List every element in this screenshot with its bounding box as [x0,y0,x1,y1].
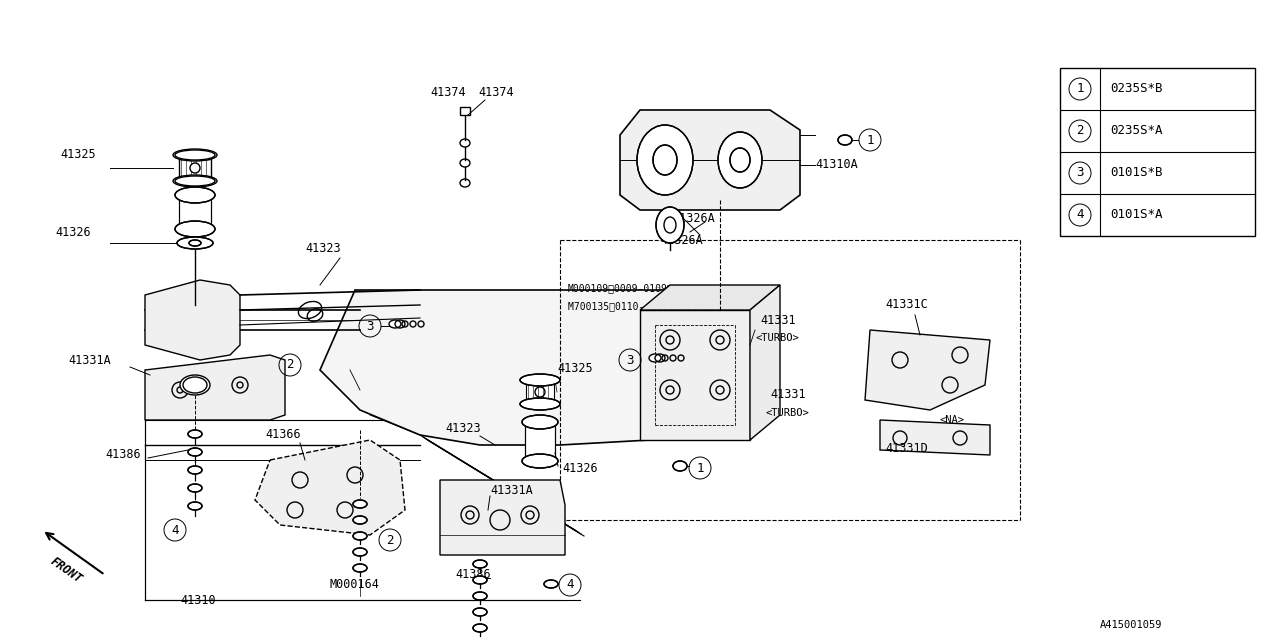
Ellipse shape [718,132,762,188]
Text: 41331C: 41331C [884,298,928,312]
Ellipse shape [730,148,750,172]
Ellipse shape [522,454,558,468]
Ellipse shape [353,548,367,556]
Bar [179,159,211,181]
Text: 3: 3 [1076,166,1084,179]
Text: 41310: 41310 [180,593,215,607]
Ellipse shape [175,187,215,203]
Ellipse shape [353,516,367,524]
Text: A415001059: A415001059 [1100,620,1162,630]
Text: 41310A: 41310A [815,159,858,172]
Text: 41325: 41325 [557,362,593,374]
Text: 41331A: 41331A [490,483,532,497]
Polygon shape [145,280,241,360]
Text: 0101S*B: 0101S*B [1110,166,1162,179]
Ellipse shape [188,466,202,474]
Ellipse shape [353,564,367,572]
Polygon shape [255,440,404,535]
Polygon shape [640,310,750,440]
Ellipse shape [188,448,202,456]
Text: 41326: 41326 [562,461,598,474]
Text: 41386: 41386 [105,449,141,461]
Text: M000109〈0009-0109〉: M000109〈0009-0109〉 [568,283,673,293]
Text: 41325: 41325 [60,148,96,161]
Text: 0101S*A: 0101S*A [1110,209,1162,221]
Ellipse shape [353,500,367,508]
Ellipse shape [180,375,210,395]
Polygon shape [640,285,780,310]
Bar [526,384,554,404]
Text: 1: 1 [867,134,874,147]
Text: 1: 1 [696,461,704,474]
Ellipse shape [520,374,561,386]
Text: 4: 4 [172,524,179,536]
Ellipse shape [544,580,558,588]
Ellipse shape [838,135,852,145]
Ellipse shape [175,221,215,237]
Ellipse shape [653,145,677,175]
Ellipse shape [649,354,660,362]
Text: 41386: 41386 [454,568,490,582]
Text: 41326A: 41326A [672,211,714,225]
Ellipse shape [522,415,558,429]
Ellipse shape [657,207,684,243]
Ellipse shape [189,240,201,246]
Ellipse shape [474,560,486,568]
Ellipse shape [188,502,202,510]
Text: 0235S*A: 0235S*A [1110,125,1162,138]
Text: 41326: 41326 [55,227,91,239]
Text: 2: 2 [1076,125,1084,138]
Text: 41331: 41331 [760,314,796,326]
Polygon shape [881,420,989,455]
Text: 1: 1 [1076,83,1084,95]
Text: <TURBO>: <TURBO> [765,408,809,418]
Ellipse shape [353,532,367,540]
Ellipse shape [177,237,212,249]
Text: 41331A: 41331A [68,353,111,367]
Ellipse shape [389,320,401,328]
Text: 41331D: 41331D [884,442,928,454]
Text: FRONT: FRONT [49,555,84,586]
Polygon shape [320,290,760,445]
Ellipse shape [474,576,486,584]
Text: 41366: 41366 [265,429,301,442]
Ellipse shape [474,592,486,600]
Bar [179,199,211,229]
Text: 4: 4 [566,579,573,591]
Polygon shape [750,285,780,440]
Text: 2: 2 [387,534,394,547]
Text: 41374: 41374 [477,86,513,99]
Text: <NA>: <NA> [940,415,965,425]
Bar [460,107,470,115]
Text: <TURBO>: <TURBO> [755,333,799,343]
Text: 41323: 41323 [445,422,480,435]
Ellipse shape [188,484,202,492]
Ellipse shape [520,398,561,410]
Ellipse shape [673,461,687,471]
Ellipse shape [474,608,486,616]
Bar [1060,68,1254,236]
Text: 0235S*B: 0235S*B [1110,83,1162,95]
Text: 2: 2 [287,358,293,371]
Text: 3: 3 [626,353,634,367]
Polygon shape [440,480,564,555]
Polygon shape [145,355,285,420]
Text: 41326A: 41326A [660,234,703,246]
Ellipse shape [173,175,218,187]
Bar [525,426,556,461]
Text: 41331: 41331 [771,388,805,401]
Text: M700135〈0110-    〉: M700135〈0110- 〉 [568,301,673,311]
Ellipse shape [474,624,486,632]
Polygon shape [865,330,989,410]
Text: 41323: 41323 [305,241,340,255]
Text: 3: 3 [366,319,374,333]
Text: M000164: M000164 [330,579,380,591]
Text: 4: 4 [1076,209,1084,221]
Ellipse shape [637,125,692,195]
Polygon shape [620,110,800,210]
Ellipse shape [188,430,202,438]
Text: 41374: 41374 [430,86,466,99]
Ellipse shape [173,149,218,161]
Ellipse shape [189,163,200,173]
